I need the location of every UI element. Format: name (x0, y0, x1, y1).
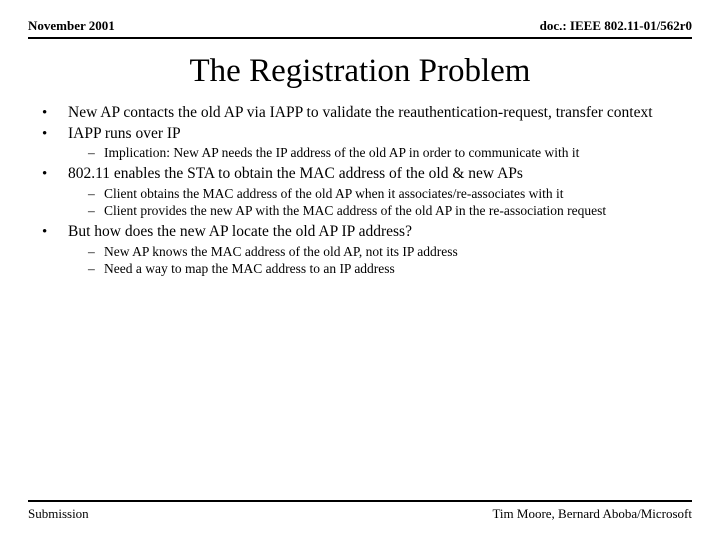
sub-bullet-item: Implication: New AP needs the IP address… (88, 145, 692, 161)
header-rule (28, 37, 692, 39)
slide-body: New AP contacts the old AP via IAPP to v… (28, 104, 692, 302)
bullet-item: IAPP runs over IP Implication: New AP ne… (42, 125, 692, 162)
sub-bullet-item: New AP knows the MAC address of the old … (88, 244, 692, 260)
slide-title: The Registration Problem (28, 53, 692, 90)
header-docid: doc.: IEEE 802.11-01/562r0 (540, 18, 692, 34)
bullet-text: IAPP runs over IP (68, 125, 181, 142)
sub-bullet-item: Need a way to map the MAC address to an … (88, 261, 692, 277)
sub-bullet-item: Client obtains the MAC address of the ol… (88, 186, 692, 202)
bullet-text: But how does the new AP locate the old A… (68, 223, 412, 240)
footer-left: Submission (28, 506, 89, 522)
sub-bullet-item: Client provides the new AP with the MAC … (88, 203, 692, 219)
header-date: November 2001 (28, 18, 115, 34)
bullet-text: 802.11 enables the STA to obtain the MAC… (68, 165, 523, 182)
bullet-text: New AP contacts the old AP via IAPP to v… (68, 104, 653, 121)
footer-right: Tim Moore, Bernard Aboba/Microsoft (492, 506, 692, 522)
bullet-item: But how does the new AP locate the old A… (42, 223, 692, 277)
bullet-item: New AP contacts the old AP via IAPP to v… (42, 104, 692, 123)
footer-rule (28, 500, 692, 502)
bullet-item: 802.11 enables the STA to obtain the MAC… (42, 165, 692, 219)
